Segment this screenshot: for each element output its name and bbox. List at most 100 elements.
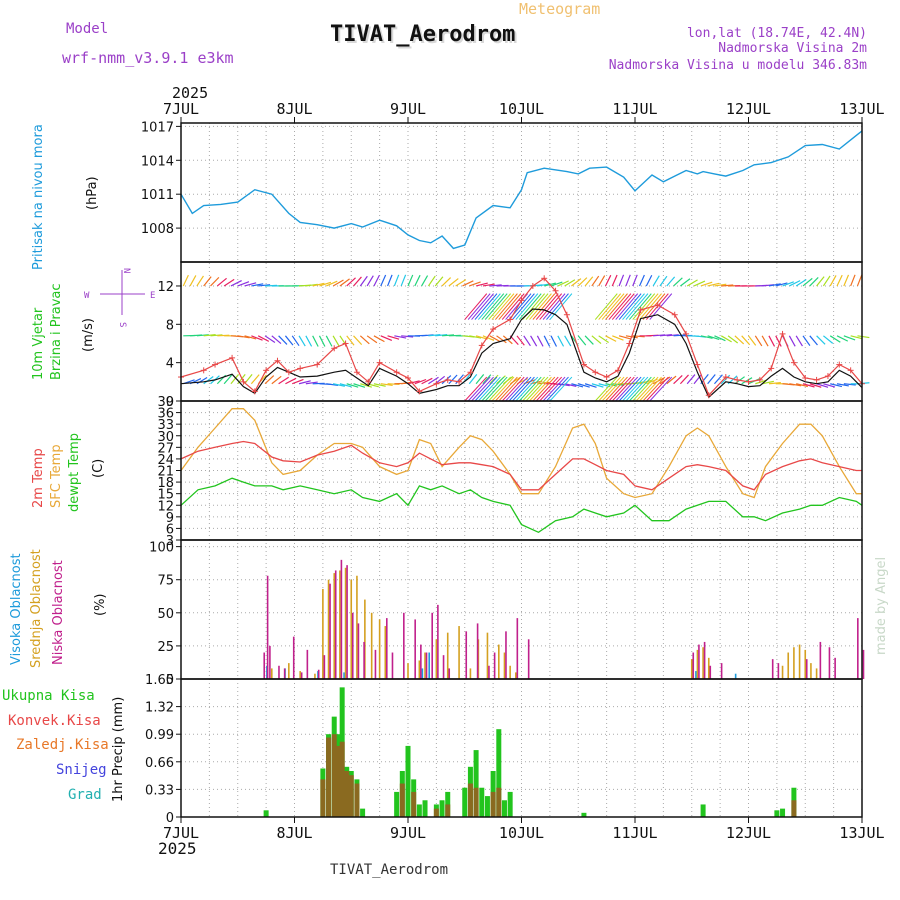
year-bottom: 2025 bbox=[158, 839, 197, 858]
mid-cloud-bar bbox=[458, 626, 460, 679]
wind-direction-arrow bbox=[564, 335, 572, 347]
low-cloud-bar bbox=[488, 665, 490, 679]
wind-direction-arrow bbox=[618, 335, 631, 340]
total-precip-bar bbox=[263, 810, 269, 817]
wind-direction-arrow bbox=[223, 278, 235, 287]
wind-direction-arrow bbox=[850, 335, 863, 340]
temp-unit: (C) bbox=[91, 459, 106, 478]
wind-direction-arrow bbox=[346, 277, 356, 287]
wind-direction-arrow bbox=[216, 277, 227, 287]
wind-hatch bbox=[625, 293, 649, 320]
wind-direction-arrow bbox=[720, 335, 732, 343]
mid-cloud-bar bbox=[350, 579, 353, 679]
y-tick-label: 0.99 bbox=[145, 728, 174, 743]
wind-direction-arrow bbox=[318, 335, 326, 347]
wind-hatch bbox=[549, 376, 573, 402]
y-tick-label: 0.33 bbox=[145, 783, 174, 798]
conv-precip-bar bbox=[496, 787, 502, 817]
y-tick-label: 50 bbox=[157, 607, 174, 622]
wind-direction-arrow bbox=[829, 275, 837, 287]
wind-direction-arrow bbox=[475, 374, 485, 385]
wind-direction-arrow bbox=[536, 335, 544, 347]
wind-direction-arrow bbox=[584, 276, 594, 287]
wind-direction-arrow bbox=[755, 379, 767, 385]
mid-cloud-bar bbox=[469, 668, 472, 679]
y-tick-label: 3 bbox=[166, 534, 174, 549]
wind-direction-arrow bbox=[387, 335, 400, 340]
time-label-bottom: 7JUL bbox=[163, 824, 199, 842]
wind-direction-arrow bbox=[332, 279, 344, 287]
total-precip-bar bbox=[774, 810, 780, 817]
wind-hatch bbox=[601, 376, 625, 402]
wind-hatch bbox=[491, 376, 515, 402]
wind-direction-arrow bbox=[836, 383, 849, 387]
wind-direction-arrow bbox=[775, 282, 788, 287]
wind-direction-arrow bbox=[605, 335, 617, 342]
wind-direction-arrow bbox=[816, 335, 826, 345]
wind-hatch bbox=[477, 293, 501, 320]
total-precip-bar bbox=[780, 808, 786, 817]
mid-cloud-bar bbox=[798, 644, 801, 679]
wind-direction-arrow bbox=[380, 274, 387, 287]
wind-hatch bbox=[542, 293, 566, 320]
wind-direction-arrow bbox=[257, 335, 270, 342]
wind-direction-arrow bbox=[223, 374, 233, 385]
conv-precip-bar bbox=[399, 783, 405, 817]
wind-direction-arrow bbox=[312, 282, 325, 287]
wind-direction-arrow bbox=[373, 383, 386, 387]
low-cloud-bar bbox=[363, 641, 365, 679]
footer-station: TIVAT_Aerodrom bbox=[330, 862, 448, 878]
total-precip-bar bbox=[496, 729, 502, 817]
wind-direction-arrow bbox=[598, 275, 606, 287]
mid-cloud-bar bbox=[356, 575, 358, 679]
y-tick-label: 1011 bbox=[141, 188, 174, 203]
time-label-bottom: 10JUL bbox=[499, 824, 544, 842]
wind-direction-arrow bbox=[250, 374, 260, 385]
temp2m-label: 2m Temp bbox=[31, 448, 46, 508]
wind-direction-arrow bbox=[428, 334, 441, 337]
wind-direction-arrow bbox=[809, 277, 819, 287]
high-cloud-bar bbox=[695, 671, 697, 679]
wind-direction-arrow bbox=[537, 381, 550, 385]
wind-direction-arrow bbox=[727, 335, 739, 344]
total-precip-bar bbox=[507, 791, 513, 817]
mid-cloud-bar bbox=[424, 652, 426, 679]
wind-direction-arrow bbox=[659, 275, 668, 287]
wind-hatch bbox=[611, 376, 635, 402]
time-axis: 7JUL 7JUL 8JUL 8JUL 9JUL 9JUL 10JUL 10JUL 11JUL 1… bbox=[163, 100, 885, 842]
wind-hatch bbox=[632, 376, 656, 402]
wind-hatch bbox=[539, 376, 563, 402]
wind-hatch bbox=[484, 293, 508, 320]
low-cloud-bar bbox=[465, 631, 468, 679]
wind-hatch bbox=[615, 293, 639, 320]
wind-direction-arrow bbox=[353, 383, 366, 388]
wind-direction-arrow bbox=[489, 374, 499, 385]
wind-hatch bbox=[535, 293, 559, 320]
wind-direction-arrow bbox=[761, 380, 774, 385]
low-cloud-bar bbox=[857, 618, 859, 679]
conv-precip-bar bbox=[331, 734, 337, 817]
wind-direction-arrow bbox=[482, 335, 495, 341]
wind-hatch bbox=[546, 293, 569, 320]
low-cloud-bar bbox=[425, 652, 428, 679]
y-tick-label: 12 bbox=[157, 499, 174, 514]
low-cloud-bar bbox=[300, 672, 303, 679]
low-cloud-bar bbox=[414, 619, 416, 679]
wind-direction-arrow bbox=[319, 281, 332, 287]
wind-hatch bbox=[635, 376, 659, 402]
mid-cloud-bar bbox=[815, 668, 818, 679]
wind-direction-arrow bbox=[721, 284, 734, 287]
wind-direction-arrow bbox=[707, 374, 716, 385]
wind-direction-arrow bbox=[604, 274, 612, 287]
wind-direction-arrow bbox=[816, 383, 829, 388]
y-tick-label: 39 bbox=[157, 395, 174, 410]
wind-direction-arrow bbox=[802, 335, 811, 346]
wind-direction-arrow bbox=[230, 280, 242, 287]
wind-direction-arrow bbox=[679, 374, 689, 385]
wind-hatch bbox=[464, 293, 488, 320]
mid-cloud-bar bbox=[333, 573, 336, 679]
wind-direction-arrow bbox=[203, 334, 216, 337]
low-cloud-bar bbox=[771, 659, 774, 679]
wind-direction-arrow bbox=[809, 383, 822, 388]
